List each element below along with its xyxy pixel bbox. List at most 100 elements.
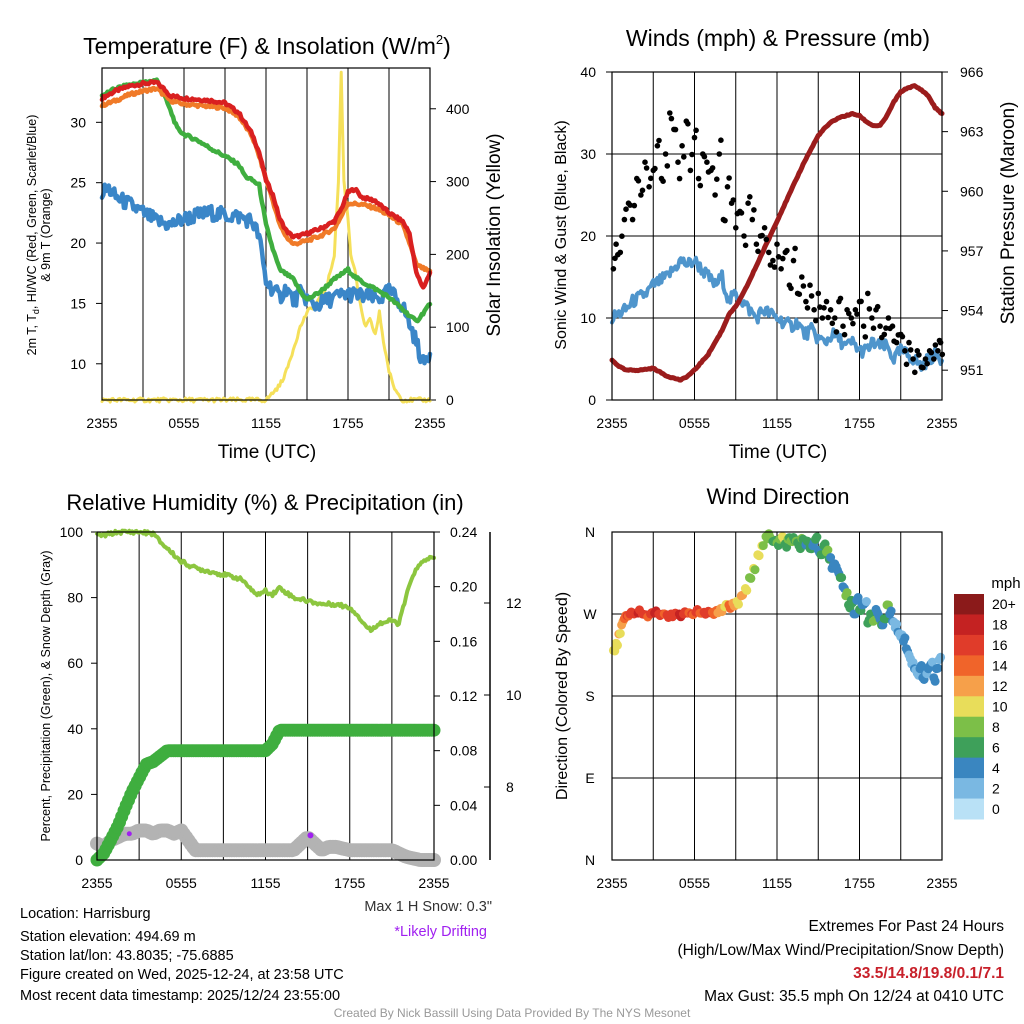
wind-gust-point: [874, 303, 881, 310]
precip-tick: 0.12: [450, 688, 477, 704]
pressure-tick: 954: [960, 303, 984, 319]
wind-gust-point: [854, 311, 860, 317]
wind-gust-point: [755, 248, 761, 255]
wind-gust-point: [931, 356, 937, 362]
extremes-values: 33.5/14.8/19.8/0.1/7.1: [853, 965, 1004, 982]
location-text: Location: Harrisburg: [20, 906, 151, 922]
wind-gust-point: [675, 159, 681, 165]
wind-gust-point: [654, 143, 661, 149]
wind-gust-point: [848, 315, 855, 321]
wind-gust-point: [850, 320, 856, 327]
rh-x-tick: 2355: [418, 875, 449, 891]
temp-series-2m-temperature: [99, 79, 433, 290]
colorbar-swatch: [954, 757, 984, 779]
wind-gust-point: [621, 216, 628, 223]
wind-left-tick: 10: [580, 310, 596, 326]
colorbar-label: 20+: [992, 596, 1016, 612]
temp-x-tick: 1155: [251, 415, 281, 431]
wind-gust-point: [689, 151, 695, 158]
wind-gust-point: [722, 217, 728, 224]
dir-point: [734, 599, 743, 609]
wind-gust-point: [799, 274, 805, 280]
wind-gust-point: [800, 283, 807, 289]
wind-gust-point: [668, 115, 675, 122]
wind-gust-point: [771, 264, 778, 270]
wind-left-tick: 20: [580, 228, 596, 244]
dir-point: [826, 553, 836, 562]
wind-gust-point: [869, 315, 875, 321]
wind-gust-point: [716, 151, 723, 157]
wind-series-pressure: [609, 83, 945, 383]
wind-gust-point: [823, 298, 830, 305]
wind-gust-point: [922, 356, 929, 362]
pressure-tick: 960: [960, 183, 984, 199]
temp-series-dewpoint: [99, 182, 433, 366]
wind-gust-point: [660, 178, 666, 184]
dir-point: [853, 593, 863, 602]
colorbar-label: 14: [992, 658, 1008, 674]
insolation-tick: 400: [446, 101, 470, 117]
snow-tick: 10: [506, 687, 522, 703]
wind-gust-point: [796, 291, 803, 298]
wind-gust-point: [775, 253, 782, 260]
wind-gust-point: [858, 298, 864, 305]
humidity-ylabel: Percent, Precipitation (Green), & Snow D…: [39, 550, 53, 841]
pressure-ylabel: Station Pressure (Maroon): [998, 102, 1019, 325]
dir-x-tick: 0555: [679, 875, 710, 891]
dir-point: [613, 640, 622, 650]
colorbar-swatch: [954, 614, 984, 636]
wind-gust-point: [932, 342, 939, 348]
dir-tick: S: [585, 688, 594, 704]
wind-gust-point: [860, 323, 867, 330]
colorbar-swatch: [954, 594, 984, 615]
wind-gust-point: [885, 315, 892, 321]
dir-point: [746, 573, 756, 583]
dir-tick: N: [585, 852, 595, 868]
dir-point: [900, 633, 910, 643]
wind-gust-point: [730, 197, 737, 203]
wind-gust-point: [846, 310, 852, 317]
wind-gust-point: [718, 137, 724, 143]
wind-gust-point: [833, 329, 840, 335]
wind-gust-point: [808, 293, 815, 299]
colorbar-swatch: [954, 655, 984, 677]
rh-left-tick: 20: [67, 786, 83, 802]
dir-x-tick: 2355: [926, 875, 957, 891]
precip-tick: 0.16: [450, 633, 477, 649]
wind-gust-point: [784, 247, 790, 254]
wind-gust-point: [912, 369, 918, 376]
temp-x-tick: 2355: [414, 415, 445, 431]
svg-text:2m T, Td, HI/WC (Red, Green, S: 2m T, Td, HI/WC (Red, Green, Scarlet/Blu…: [25, 115, 41, 356]
dir-point: [615, 629, 625, 638]
dir-point: [842, 588, 852, 598]
wind-gust-point: [889, 323, 896, 330]
wind-gust-point: [877, 323, 883, 330]
wind-ylabel: Sonic Wind & Gust (Blue, Black): [553, 120, 570, 349]
wind-gust-point: [862, 334, 869, 340]
wind-gust-point: [788, 285, 794, 292]
colorbar-label: 4: [992, 760, 1000, 776]
wind-gust-point: [778, 266, 784, 272]
wind-gust-point: [813, 317, 819, 324]
rh-left-tick: 60: [67, 655, 83, 671]
wind-gust-point: [841, 331, 848, 338]
colorbar-swatch: [954, 798, 984, 820]
temp-left-tick: 20: [70, 235, 86, 251]
recent-data-text: Most recent data timestamp: 2025/12/24 2…: [20, 988, 341, 1004]
extremes-subheading: (High/Low/Max Wind/Precipitation/Snow De…: [677, 942, 1005, 959]
temperature-xlabel: Time (UTC): [218, 442, 317, 463]
wind-gust-point: [766, 249, 772, 256]
dir-x-tick: 2355: [596, 875, 627, 891]
rh-left-tick: 80: [67, 590, 83, 606]
wind-x-tick: 2355: [596, 415, 627, 431]
precip-tick: 0.00: [450, 852, 477, 868]
precip-tick: 0.24: [450, 524, 477, 540]
wind-gust-point: [631, 202, 638, 209]
max-gust-text: Max Gust: 35.5 mph On 12/24 at 0410 UTC: [704, 988, 1004, 1005]
wind-gust-point: [780, 255, 786, 262]
dir-point: [916, 661, 926, 670]
colorbar-swatch: [954, 634, 984, 656]
wind-gust-point: [695, 175, 702, 182]
wind-gust-point: [693, 127, 699, 134]
wind-gust-point: [685, 121, 691, 127]
